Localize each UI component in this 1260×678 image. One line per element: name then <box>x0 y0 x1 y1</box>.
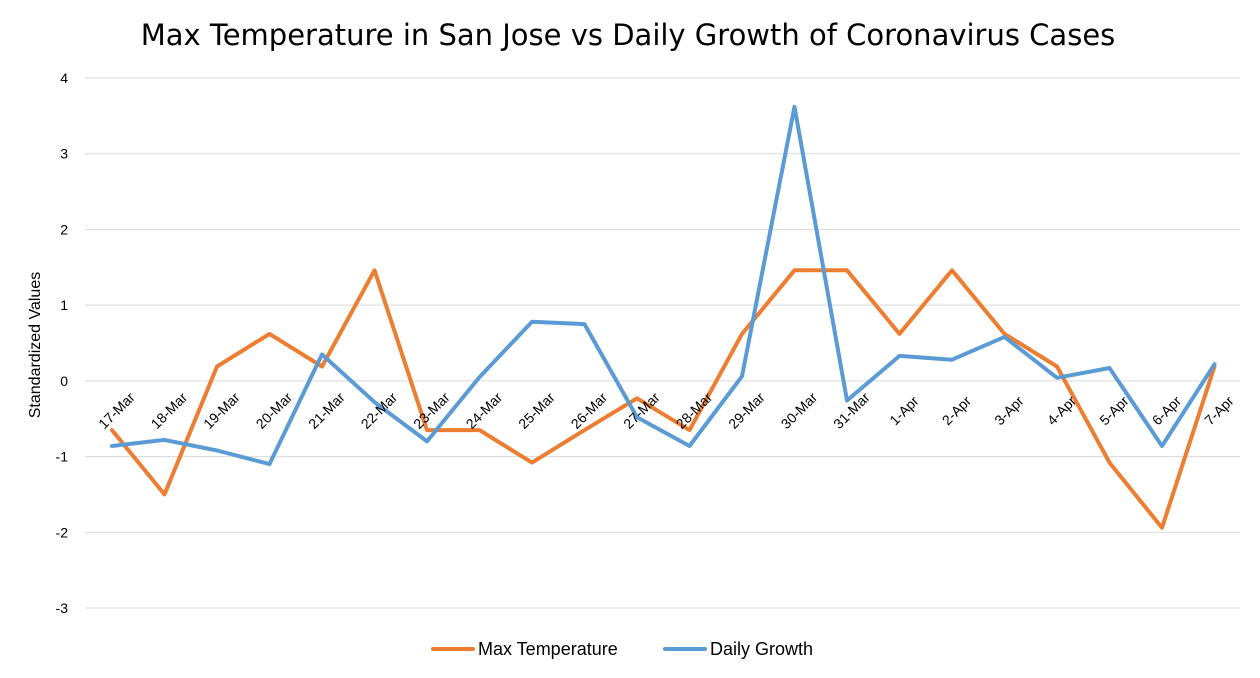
x-tick-label: 24-Mar <box>463 389 506 432</box>
x-tick-label: 3-Apr <box>991 392 1027 428</box>
x-tick-label: 1-Apr <box>886 392 922 428</box>
legend-label: Daily Growth <box>710 639 813 659</box>
x-tick-label: 17-Mar <box>95 389 138 432</box>
y-tick-label: -2 <box>56 524 69 540</box>
y-axis-title: Standardized Values <box>27 272 44 418</box>
x-tick-label: 2-Apr <box>939 392 975 428</box>
y-tick-label: 0 <box>60 373 68 389</box>
series-line-daily-growth <box>110 104 1217 467</box>
legend-label: Max Temperature <box>478 639 618 659</box>
x-tick-label: 25-Mar <box>515 389 558 432</box>
y-tick-label: -3 <box>56 600 69 616</box>
y-tick-label: 2 <box>60 221 68 237</box>
chart-title: Max Temperature in San Jose vs Daily Gro… <box>141 18 1116 52</box>
x-tick-label: 7-Apr <box>1201 392 1237 428</box>
y-tick-label: 4 <box>60 70 68 86</box>
x-tick-label: 5-Apr <box>1096 392 1132 428</box>
legend: Max Temperature Daily Growth <box>431 639 813 659</box>
x-tick-label: 30-Mar <box>778 389 821 432</box>
y-tick-label: 1 <box>60 297 68 313</box>
x-tick-label: 29-Mar <box>725 389 768 432</box>
x-tick-label: 21-Mar <box>305 389 348 432</box>
x-tick-label: 18-Mar <box>148 389 191 432</box>
y-tick-label: -1 <box>56 449 69 465</box>
gridlines <box>85 77 1240 609</box>
x-tick-label: 22-Mar <box>358 389 401 432</box>
series-lines <box>110 104 1217 530</box>
y-axis-ticks: 4 3 2 1 0 -1 -2 -3 <box>56 70 69 616</box>
x-axis-ticks: 17-Mar 18-Mar 19-Mar 20-Mar 21-Mar 22-Mar 23-M… <box>95 389 1237 432</box>
y-tick-label: 3 <box>60 146 68 162</box>
series-line-max-temperature <box>110 268 1217 530</box>
